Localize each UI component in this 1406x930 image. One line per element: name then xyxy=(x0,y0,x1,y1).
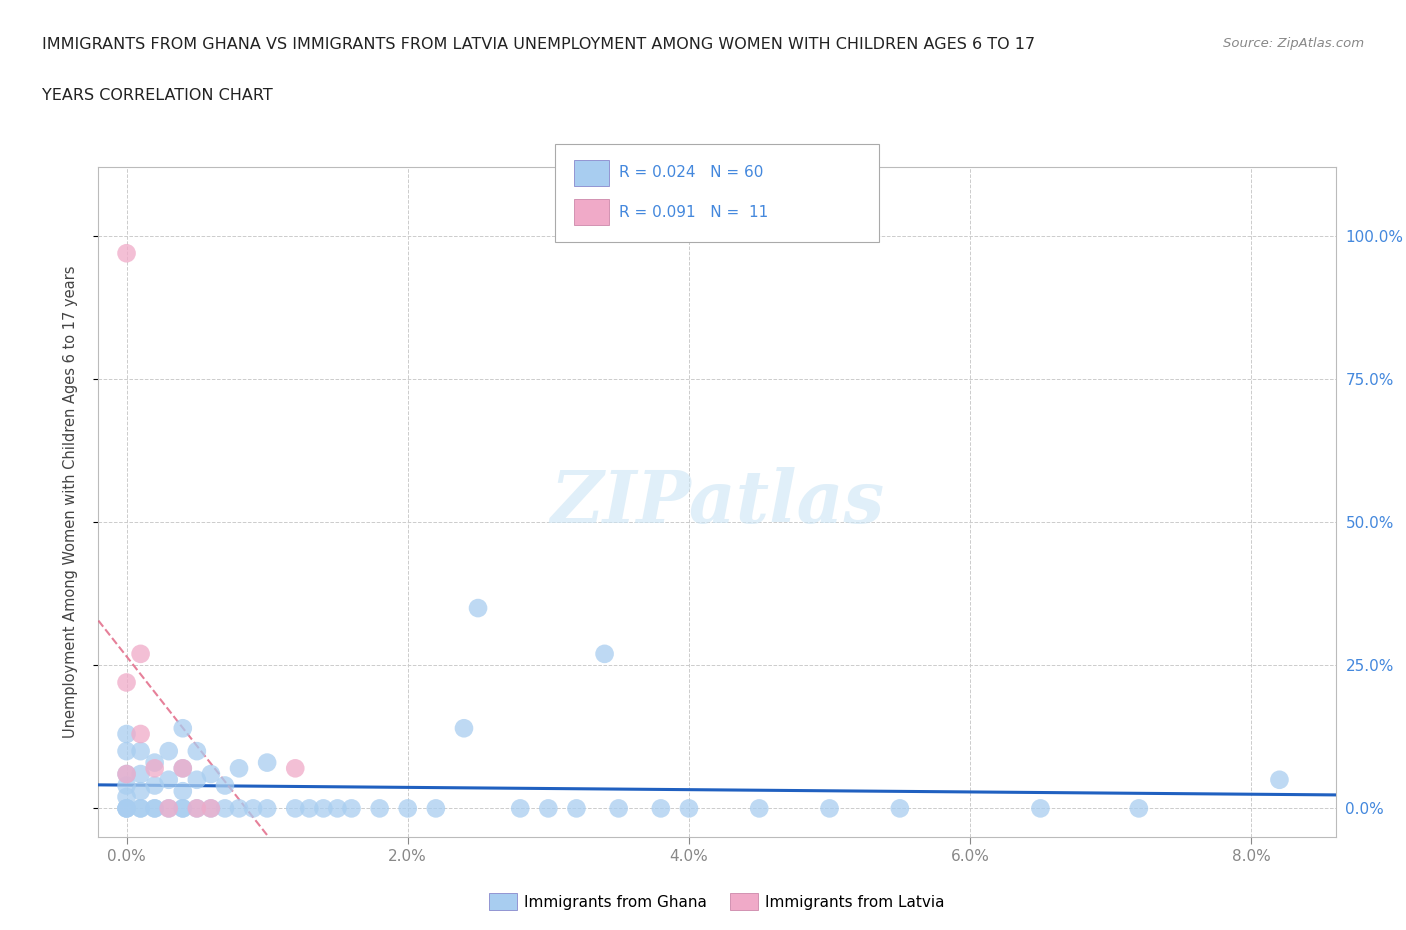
Point xyxy=(115,790,138,804)
Point xyxy=(129,801,152,816)
Point xyxy=(284,761,307,776)
Point xyxy=(115,778,138,793)
Point xyxy=(242,801,264,816)
Point xyxy=(200,801,222,816)
Text: R = 0.091   N =  11: R = 0.091 N = 11 xyxy=(619,205,768,219)
Point xyxy=(607,801,630,816)
Point xyxy=(678,801,700,816)
Point xyxy=(157,772,180,787)
Point xyxy=(818,801,841,816)
Point xyxy=(129,801,152,816)
Point xyxy=(115,744,138,759)
Point xyxy=(115,766,138,781)
Point xyxy=(172,801,194,816)
Point xyxy=(115,801,138,816)
Point xyxy=(115,801,138,816)
Point xyxy=(115,246,138,260)
Point xyxy=(172,761,194,776)
Point xyxy=(1268,772,1291,787)
Legend: Immigrants from Ghana, Immigrants from Latvia: Immigrants from Ghana, Immigrants from L… xyxy=(484,886,950,916)
Point xyxy=(143,801,166,816)
Point xyxy=(537,801,560,816)
Point xyxy=(172,801,194,816)
Point xyxy=(157,744,180,759)
Point xyxy=(157,801,180,816)
Point xyxy=(453,721,475,736)
Point xyxy=(115,801,138,816)
Point xyxy=(748,801,770,816)
Point xyxy=(1029,801,1052,816)
Point xyxy=(129,646,152,661)
Point xyxy=(467,601,489,616)
Point xyxy=(593,646,616,661)
Point xyxy=(115,675,138,690)
Point xyxy=(129,726,152,741)
Point xyxy=(326,801,349,816)
Point xyxy=(200,801,222,816)
Point xyxy=(143,778,166,793)
Point xyxy=(143,761,166,776)
Point xyxy=(509,801,531,816)
Point xyxy=(368,801,391,816)
Point xyxy=(214,778,236,793)
Point xyxy=(186,801,208,816)
Point xyxy=(228,761,250,776)
Point xyxy=(340,801,363,816)
Point xyxy=(129,784,152,799)
Point xyxy=(425,801,447,816)
Point xyxy=(143,755,166,770)
Text: Source: ZipAtlas.com: Source: ZipAtlas.com xyxy=(1223,37,1364,50)
Text: R = 0.024   N = 60: R = 0.024 N = 60 xyxy=(619,166,763,180)
Point xyxy=(284,801,307,816)
Point xyxy=(565,801,588,816)
Point xyxy=(312,801,335,816)
Point xyxy=(298,801,321,816)
Text: ZIPatlas: ZIPatlas xyxy=(550,467,884,538)
Point xyxy=(186,772,208,787)
Point xyxy=(129,766,152,781)
Point xyxy=(256,801,278,816)
Point xyxy=(172,784,194,799)
Point xyxy=(172,761,194,776)
Point xyxy=(256,755,278,770)
Point xyxy=(228,801,250,816)
Point xyxy=(115,726,138,741)
Point xyxy=(172,721,194,736)
Point xyxy=(157,801,180,816)
Point xyxy=(214,801,236,816)
Point xyxy=(129,744,152,759)
Point xyxy=(650,801,672,816)
Text: YEARS CORRELATION CHART: YEARS CORRELATION CHART xyxy=(42,88,273,103)
Point xyxy=(396,801,419,816)
Point xyxy=(200,766,222,781)
Point xyxy=(1128,801,1150,816)
Y-axis label: Unemployment Among Women with Children Ages 6 to 17 years: Unemployment Among Women with Children A… xyxy=(63,266,77,738)
Point xyxy=(186,744,208,759)
Point xyxy=(115,766,138,781)
Point xyxy=(889,801,911,816)
Text: IMMIGRANTS FROM GHANA VS IMMIGRANTS FROM LATVIA UNEMPLOYMENT AMONG WOMEN WITH CH: IMMIGRANTS FROM GHANA VS IMMIGRANTS FROM… xyxy=(42,37,1035,52)
Point xyxy=(186,801,208,816)
Point xyxy=(143,801,166,816)
